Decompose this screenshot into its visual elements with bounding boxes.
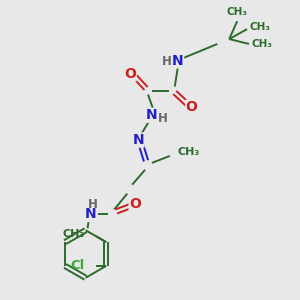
Text: H: H: [158, 112, 168, 125]
Text: CH₃: CH₃: [251, 39, 272, 49]
Text: H: H: [162, 55, 172, 68]
Text: CH₃: CH₃: [62, 229, 84, 239]
Text: O: O: [186, 100, 197, 114]
Text: N: N: [172, 54, 184, 68]
Text: O: O: [124, 67, 136, 81]
Text: N: N: [146, 108, 158, 122]
Text: Cl: Cl: [70, 260, 84, 272]
Text: N: N: [132, 133, 144, 147]
Text: CH₃: CH₃: [249, 22, 270, 32]
Text: CH₃: CH₃: [178, 147, 200, 157]
Text: H: H: [88, 198, 98, 211]
Text: N: N: [85, 207, 96, 221]
Text: CH₃: CH₃: [227, 7, 248, 17]
Text: O: O: [129, 196, 141, 211]
